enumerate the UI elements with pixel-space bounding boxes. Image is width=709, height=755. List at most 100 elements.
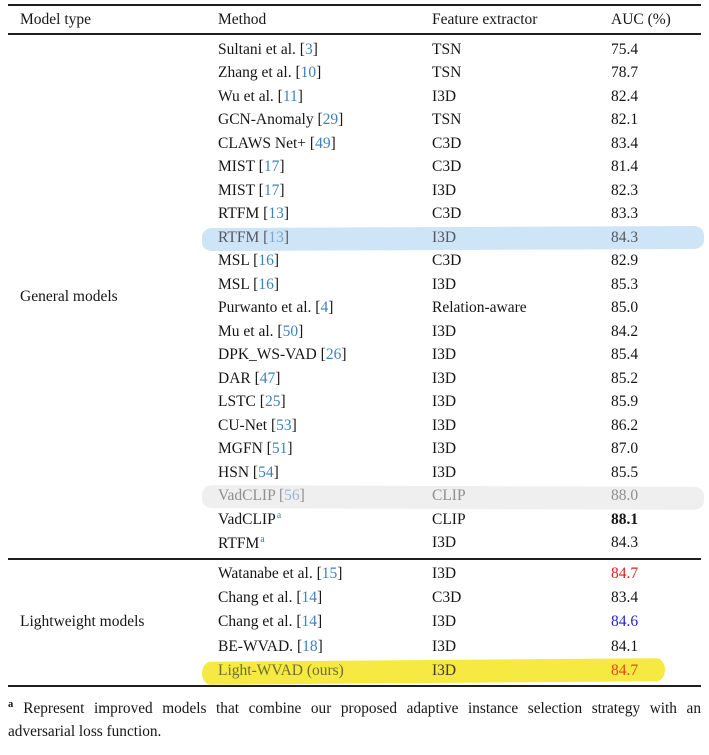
auc-cell: 84.6 <box>611 613 639 631</box>
method-cell: CLAWS Net+ [49] <box>218 134 336 152</box>
table-row: VadCLIPa CLIP 88.1 <box>218 508 701 532</box>
citation-link[interactable]: 26 <box>325 346 342 364</box>
table-row: RTFM [13] I3D 84.3 <box>201 225 705 251</box>
auc-cell: 84.2 <box>611 322 639 340</box>
method-cell: MIST [17] <box>218 181 285 199</box>
method-cell: LSTC [25] <box>218 393 286 411</box>
citation-link[interactable]: 25 <box>264 393 281 411</box>
citation-link[interactable]: 11 <box>282 87 298 105</box>
method-name: MIST <box>218 158 255 176</box>
table-row: MGFN [51] I3D 87.0 <box>218 438 701 462</box>
method-cell: Zhang et al. [10] <box>218 64 322 82</box>
feature-extractor-cell: I3D <box>432 613 457 631</box>
method-cell: Chang et al. [14] <box>218 589 323 607</box>
method-name: VadCLIP <box>218 511 276 529</box>
feature-extractor-cell: Relation-aware <box>432 299 527 317</box>
method-cell: Mu et al. [50] <box>218 322 304 340</box>
citation-link[interactable]: 56 <box>284 487 300 505</box>
citation-link[interactable]: 13 <box>268 205 284 223</box>
method-cell: GCN-Anomaly [29] <box>218 111 344 129</box>
auc-cell: 85.0 <box>611 299 639 317</box>
feature-extractor-cell: I3D <box>432 181 457 199</box>
method-name: Light-WVAD (ours) <box>218 661 344 679</box>
feature-extractor-cell: I3D <box>432 637 457 655</box>
footnote-marker-link[interactable]: a <box>276 510 282 522</box>
feature-extractor-cell: I3D <box>432 416 457 434</box>
column-header-model-type: Model type <box>20 10 92 28</box>
citation-link[interactable]: 16 <box>258 275 274 293</box>
citation-link[interactable]: 17 <box>263 181 280 199</box>
method-cell: VadCLIP [56] <box>218 487 305 505</box>
method-name: VadCLIP <box>218 487 276 505</box>
auc-cell: 85.9 <box>611 393 639 411</box>
auc-cell: 83.4 <box>611 134 639 152</box>
citation-link[interactable]: 53 <box>276 416 292 434</box>
table-row: MIST [17] C3D 81.4 <box>218 156 701 180</box>
citation-link[interactable]: 18 <box>302 637 318 655</box>
auc-cell: 88.1 <box>611 510 639 528</box>
method-cell: RTFM [13] <box>218 205 289 223</box>
auc-cell: 78.7 <box>611 64 639 82</box>
method-cell: VadCLIPa <box>218 510 432 529</box>
table-row: MSL [16] I3D 85.3 <box>218 273 701 297</box>
citation-link[interactable]: 51 <box>271 440 288 458</box>
feature-extractor-cell: CLIP <box>432 510 466 528</box>
method-cell: MIST [17] <box>218 158 285 176</box>
table-row: MIST [17] I3D 82.3 <box>218 179 701 203</box>
method-name: MIST <box>218 181 255 199</box>
table-row: DAR [47] I3D 85.2 <box>218 367 701 391</box>
method-cell: DAR [47] <box>218 369 281 387</box>
citation-link[interactable]: 47 <box>259 369 276 387</box>
feature-extractor-cell: I3D <box>432 228 457 246</box>
auc-cell: 84.7 <box>611 661 639 679</box>
auc-cell: 81.4 <box>611 158 639 176</box>
citation-link[interactable]: 54 <box>258 463 274 481</box>
method-cell: Chang et al. [14] <box>218 613 323 631</box>
method-cell: HSN [54] <box>218 463 279 481</box>
group-label: General models <box>20 287 118 305</box>
method-name: Chang et al. <box>218 589 293 607</box>
citation-link[interactable]: 10 <box>300 64 317 82</box>
auc-cell: 82.1 <box>611 111 639 129</box>
table-row: Watanabe et al. [15] I3D 84.7 <box>218 562 701 586</box>
table-row: LSTC [25] I3D 85.9 <box>218 391 701 415</box>
citation-link[interactable]: 49 <box>315 134 331 152</box>
auc-cell: 84.1 <box>611 637 639 655</box>
table-row: RTFMa I3D 84.3 <box>218 532 701 556</box>
method-name: Chang et al. <box>218 613 293 631</box>
citation-link[interactable]: 14 <box>301 613 318 631</box>
citation-link[interactable]: 4 <box>320 299 329 317</box>
citation-link[interactable]: 16 <box>258 252 274 270</box>
table-row: DPK_WS-VAD [26] I3D 85.4 <box>218 344 701 368</box>
feature-extractor-cell: I3D <box>432 87 457 105</box>
method-name: RTFM <box>218 205 260 223</box>
method-cell: MSL [16] <box>218 275 280 293</box>
citation-link[interactable]: 14 <box>301 589 318 607</box>
method-name: HSN <box>218 463 250 481</box>
auc-cell: 84.7 <box>611 565 639 583</box>
citation-link[interactable]: 50 <box>282 322 299 340</box>
method-name: LSTC <box>218 393 256 411</box>
method-cell: DPK_WS-VAD [26] <box>218 346 347 364</box>
footnote-marker-link[interactable]: a <box>260 533 265 545</box>
citation-link[interactable]: 17 <box>263 158 280 176</box>
feature-extractor-cell: I3D <box>432 661 457 679</box>
group-rows: Watanabe et al. [15] I3D 84.7 Chang et al. … <box>201 562 701 685</box>
method-name: RTFM <box>218 228 260 246</box>
method-name: GCN-Anomaly <box>218 111 314 129</box>
table-row: RTFM [13] C3D 83.3 <box>218 203 701 227</box>
table-row: CU-Net [53] I3D 86.2 <box>218 414 701 438</box>
feature-extractor-cell: I3D <box>432 393 457 411</box>
method-cell: RTFMa <box>218 534 432 553</box>
citation-link[interactable]: 29 <box>322 111 339 129</box>
method-name: Mu et al. <box>218 322 274 340</box>
citation-link[interactable]: 13 <box>268 228 284 246</box>
method-cell: Sultani et al. [3] <box>218 40 318 58</box>
auc-cell: 86.2 <box>611 416 639 434</box>
citation-link[interactable]: 15 <box>321 565 338 583</box>
auc-cell: 85.5 <box>611 463 639 481</box>
table-row: VadCLIP [56] CLIP 88.0 <box>201 484 705 509</box>
citation-link[interactable]: 3 <box>304 40 313 58</box>
table-row: BE-WVAD. [18] I3D 84.1 <box>218 635 701 659</box>
column-header-feature-extractor: Feature extractor <box>432 10 538 28</box>
